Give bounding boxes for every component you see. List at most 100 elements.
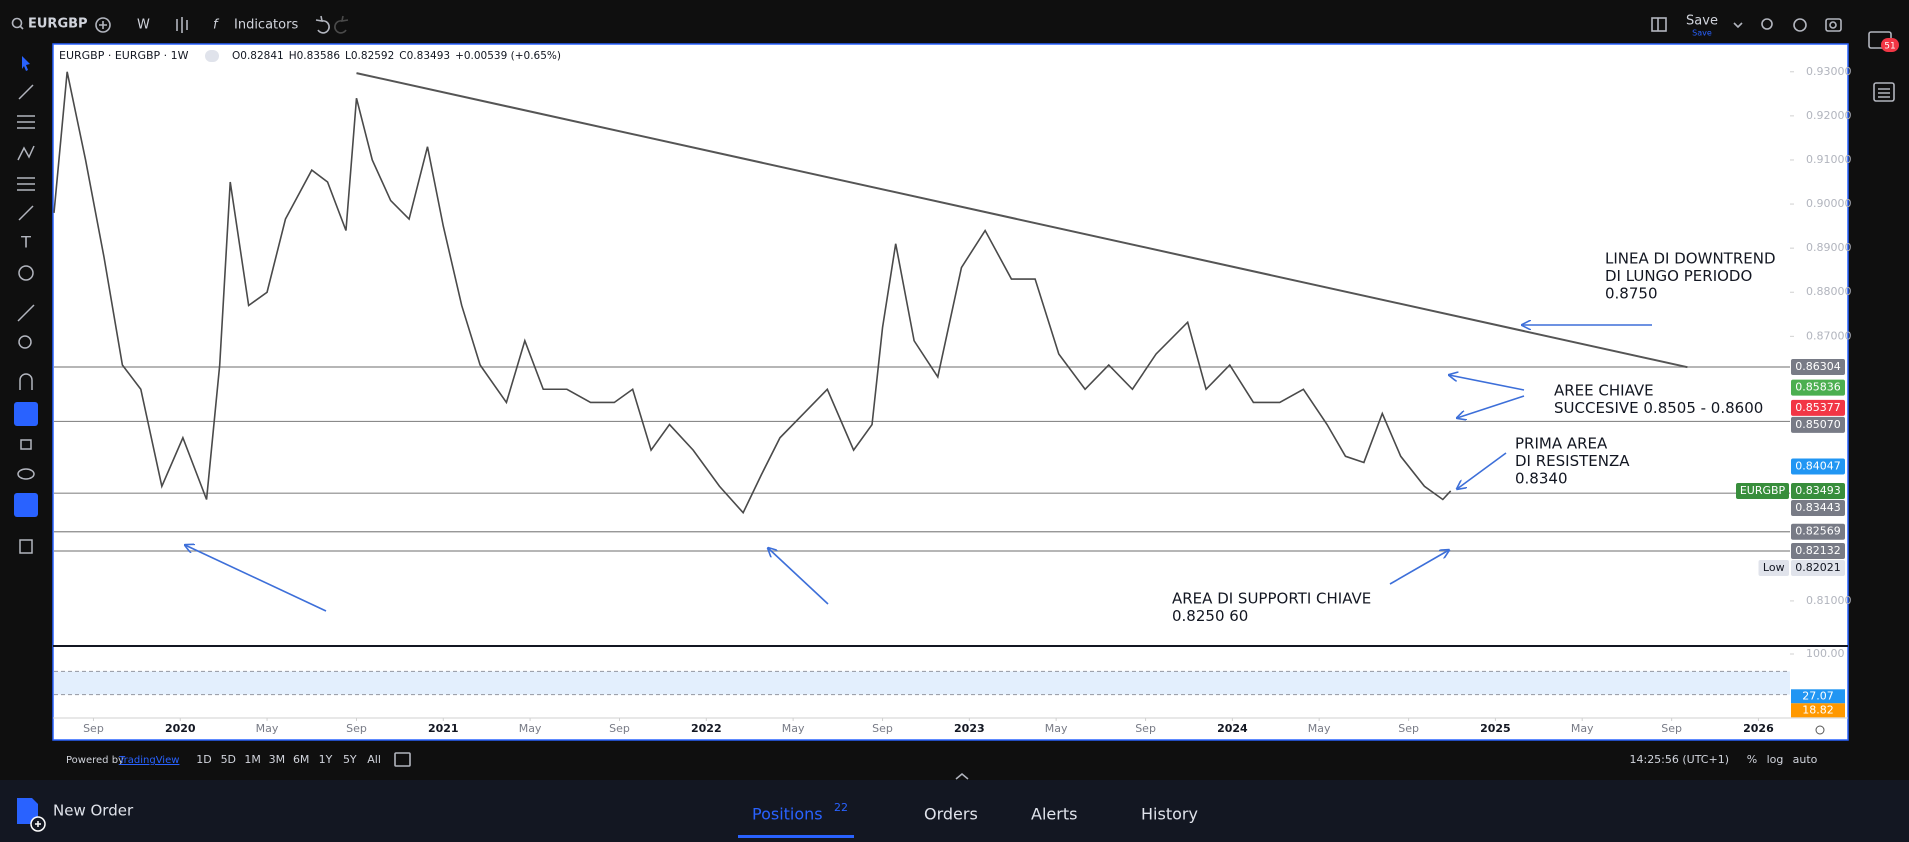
range-button[interactable]: 5D — [221, 753, 236, 766]
brush-tool[interactable] — [18, 205, 34, 221]
brand-link[interactable]: TradingView — [118, 755, 179, 766]
x-tick-label: May — [256, 722, 279, 735]
x-tick-label: Sep — [609, 722, 630, 735]
legend-toggle[interactable] — [205, 50, 219, 62]
new-order[interactable]: New Order — [53, 802, 134, 820]
x-tick-label: May — [782, 722, 805, 735]
tab-count: 22 — [834, 801, 848, 814]
rsi-label: 27.07 — [1802, 689, 1834, 702]
annotation-text: 0.8750 — [1605, 285, 1658, 303]
sync-tool[interactable] — [14, 493, 38, 517]
emoji-tool[interactable] — [18, 265, 34, 281]
x-tick-label: May — [1045, 722, 1068, 735]
ohlc-value: L0.82592 — [345, 50, 394, 62]
axis-option[interactable]: auto — [1793, 753, 1818, 766]
x-tick-label: Sep — [346, 722, 367, 735]
hide-tool[interactable] — [17, 468, 35, 480]
y-tick-label: 0.87000 — [1806, 329, 1852, 342]
y-tick-label: 0.93000 — [1806, 65, 1852, 78]
ohlc-value: O0.82841 — [232, 50, 284, 62]
indicators[interactable]: Indicators — [234, 18, 298, 33]
delete-tool[interactable] — [19, 539, 33, 554]
axis-option[interactable]: % — [1747, 753, 1757, 766]
price-label-box — [1791, 458, 1845, 475]
axis-settings[interactable] — [1815, 725, 1825, 735]
arrow — [1389, 550, 1449, 585]
chart-type[interactable] — [176, 17, 188, 33]
price-tag-box — [1758, 559, 1789, 576]
price-label: 0.84047 — [1795, 460, 1841, 473]
watchlist-icon[interactable] — [1873, 82, 1895, 102]
zoom-tool[interactable] — [18, 335, 32, 349]
arrow — [768, 548, 829, 605]
save-sub: Save — [1692, 29, 1712, 38]
x-tick-label: May — [1308, 722, 1331, 735]
stay-drawing-tool[interactable] — [14, 402, 38, 426]
price-label-box — [1791, 542, 1845, 559]
price-tag: Low — [1763, 561, 1785, 574]
add-symbol-plus — [99, 21, 107, 29]
settings-icon[interactable] — [1793, 18, 1807, 32]
x-tick-label: Sep — [1398, 722, 1419, 735]
goto-date[interactable] — [394, 752, 411, 767]
arrow — [1457, 395, 1525, 418]
new-order-plus-sign — [35, 821, 41, 827]
range-button[interactable]: 1Y — [319, 753, 333, 766]
undo[interactable] — [315, 15, 330, 34]
range-button[interactable]: All — [367, 753, 381, 766]
fx-icon: f — [213, 18, 220, 33]
fib-tool[interactable] — [17, 115, 35, 129]
search-icon[interactable] — [11, 17, 23, 29]
rsi-band — [54, 671, 1790, 695]
clock: 14:25:56 (UTC+1) — [1629, 753, 1729, 766]
panel-tab[interactable]: Positions — [752, 805, 823, 824]
price-tag: EURGBP — [1740, 484, 1786, 497]
projection-tool[interactable] — [17, 177, 35, 191]
axis-option[interactable]: log — [1767, 753, 1784, 766]
interval[interactable]: W — [137, 18, 150, 33]
x-tick-label: 2020 — [165, 722, 196, 735]
text-tool[interactable]: T — [20, 233, 31, 252]
save-menu[interactable] — [1733, 22, 1743, 29]
price-line — [53, 71, 1452, 515]
x-tick-label: 2026 — [1743, 722, 1774, 735]
redo[interactable] — [334, 15, 349, 34]
panel-tab[interactable]: Alerts — [1031, 805, 1077, 824]
zoom-icon[interactable] — [1761, 18, 1773, 30]
search-icon-handle — [19, 25, 24, 30]
x-tick-label: Sep — [872, 722, 893, 735]
ohlc-value: +0.00539 (+0.65%) — [455, 50, 561, 62]
price-label-box — [1791, 379, 1845, 396]
price-label: 0.82021 — [1795, 561, 1841, 574]
snapshot-icon[interactable] — [1825, 18, 1842, 32]
magnet-tool[interactable] — [19, 373, 33, 390]
add-symbol[interactable] — [95, 17, 111, 33]
panel-tab[interactable]: History — [1141, 805, 1198, 824]
range-button[interactable]: 3M — [269, 753, 286, 766]
ruler-tool[interactable] — [17, 304, 35, 322]
panel-tab[interactable]: Orders — [924, 805, 978, 824]
annotation-text: SUCCESIVE 0.8505 - 0.8600 — [1554, 399, 1763, 417]
x-tick-label: 2025 — [1480, 722, 1511, 735]
annotation-text: 0.8250 60 — [1172, 607, 1248, 625]
annotation-text: 0.8340 — [1515, 470, 1568, 488]
lock-tool[interactable] — [20, 439, 32, 450]
price-label: 0.85836 — [1795, 381, 1841, 394]
new-order-icon[interactable] — [17, 798, 38, 824]
panel-tabs: Positions 22 Orders Alerts History — [738, 801, 1198, 838]
cursor-tool[interactable] — [22, 56, 30, 71]
pattern-tool[interactable] — [17, 145, 35, 161]
layout-icon[interactable] — [1651, 17, 1667, 32]
range-button[interactable]: 6M — [293, 753, 310, 766]
snapshot-lens — [1829, 21, 1837, 29]
trendline-tool[interactable] — [18, 84, 34, 100]
range-button[interactable]: 5Y — [343, 753, 357, 766]
price-label-box — [1791, 482, 1845, 499]
range-button[interactable]: 1D — [196, 753, 211, 766]
powered-by: Powered by — [66, 755, 124, 766]
panel-toggle[interactable] — [955, 773, 969, 780]
save[interactable]: Save — [1686, 14, 1718, 29]
symbol[interactable]: EURGBP — [28, 17, 88, 32]
range-button[interactable]: 1M — [244, 753, 261, 766]
